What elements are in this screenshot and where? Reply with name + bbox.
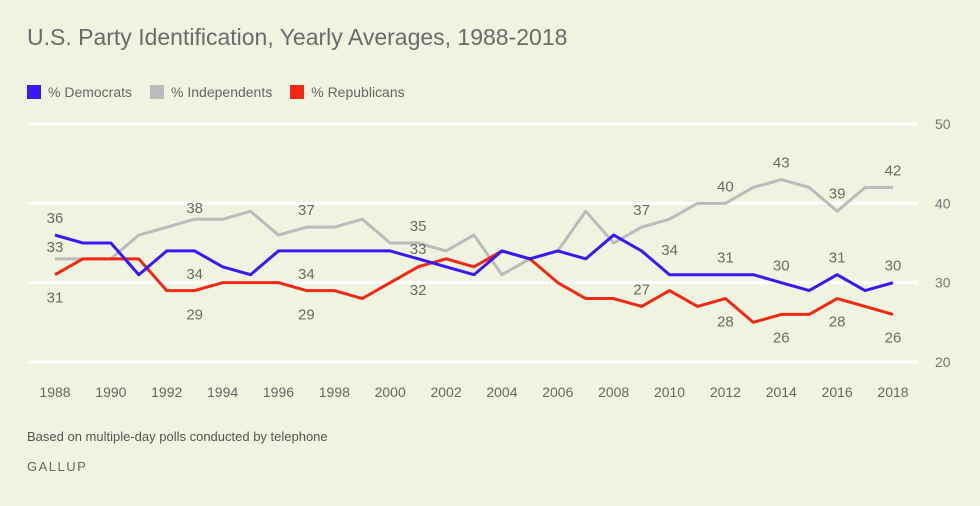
- x-tick-label: 2004: [486, 384, 517, 400]
- data-label-republicans: 28: [717, 314, 734, 331]
- data-label-independents: 37: [633, 202, 650, 219]
- data-label-independents: 37: [298, 202, 315, 219]
- data-label-independents: 39: [829, 185, 846, 202]
- series-line-republicans: [54, 249, 894, 324]
- data-label-independents: 33: [47, 239, 64, 256]
- data-label-republicans: 28: [829, 314, 846, 331]
- data-label-democrats: 34: [661, 242, 678, 259]
- x-tick-label: 1992: [151, 384, 182, 400]
- legend: % Democrats % Independents % Republicans: [27, 84, 405, 100]
- series-line-democrats: [54, 233, 894, 293]
- x-tick-label: 1990: [95, 384, 126, 400]
- series-line-independents: [55, 178, 893, 277]
- x-tick-label: 1994: [207, 384, 238, 400]
- x-tick-label: 2016: [822, 384, 853, 400]
- x-tick-label: 1996: [263, 384, 294, 400]
- legend-label: % Independents: [171, 84, 273, 100]
- data-label-independents: 38: [186, 200, 203, 217]
- data-label-independents: 35: [410, 218, 427, 235]
- legend-item-independents: % Independents: [150, 84, 272, 100]
- data-label-republicans: 29: [186, 307, 203, 324]
- data-label-democrats: 34: [298, 266, 315, 283]
- data-label-independents: 43: [773, 155, 790, 172]
- legend-item-democrats: % Democrats: [27, 84, 132, 100]
- data-label-democrats: 34: [186, 266, 203, 283]
- legend-swatch-republicans: [290, 85, 305, 99]
- data-label-independents: 40: [717, 178, 734, 195]
- data-label-democrats: 31: [717, 250, 734, 267]
- legend-item-republicans: % Republicans: [290, 84, 405, 100]
- x-tick-label: 1998: [319, 384, 350, 400]
- x-tick-label: 2006: [542, 384, 573, 400]
- x-tick-label: 2018: [877, 384, 908, 400]
- data-label-republicans: 26: [773, 329, 790, 346]
- chart-title: U.S. Party Identification, Yearly Averag…: [27, 24, 568, 50]
- y-tick-label: 30: [935, 275, 951, 291]
- y-tick-label: 50: [935, 116, 951, 132]
- data-label-republicans: 32: [410, 282, 427, 299]
- x-tick-label: 2000: [375, 384, 406, 400]
- data-label-republicans: 29: [298, 307, 315, 324]
- x-tick-label: 2008: [598, 384, 629, 400]
- legend-label: % Republicans: [311, 84, 405, 100]
- data-label-democrats: 31: [829, 250, 846, 267]
- x-tick-label: 2012: [710, 384, 741, 400]
- legend-label: % Democrats: [48, 84, 133, 100]
- brand-logo: GALLUP: [27, 459, 88, 474]
- data-label-democrats: 33: [410, 241, 427, 258]
- data-label-independents: 42: [885, 162, 902, 179]
- x-tick-label: 1988: [39, 384, 70, 400]
- legend-swatch-independents: [150, 85, 165, 99]
- footnote: Based on multiple-day polls conducted by…: [27, 429, 328, 444]
- data-label-republicans: 26: [885, 329, 902, 346]
- x-tick-label: 2010: [654, 384, 685, 400]
- data-label-republicans: 31: [47, 290, 64, 307]
- data-label-republicans: 27: [633, 281, 650, 298]
- y-tick-label: 40: [935, 195, 951, 211]
- data-label-democrats: 30: [773, 258, 790, 275]
- legend-swatch-democrats: [27, 85, 41, 99]
- y-tick-label: 20: [935, 354, 951, 370]
- data-label-democrats: 36: [47, 210, 64, 227]
- x-tick-label: 2014: [766, 384, 797, 400]
- x-tick-label: 2002: [430, 384, 461, 400]
- data-label-democrats: 30: [885, 258, 902, 275]
